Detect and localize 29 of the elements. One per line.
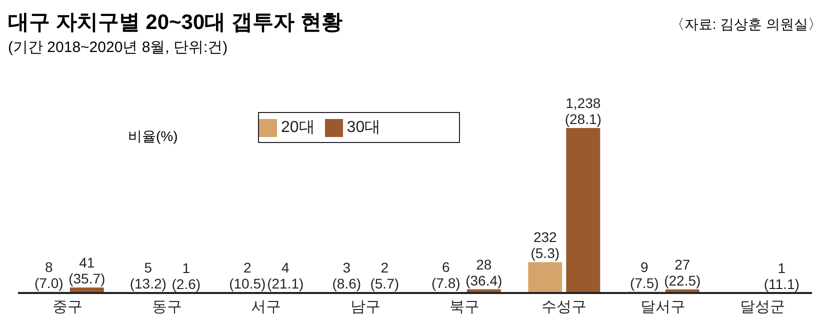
data-label: 2 (5.7): [370, 260, 400, 292]
data-label: 4 (21.1): [267, 259, 304, 292]
data-label: 8 (7.0): [34, 258, 64, 291]
x-tick-label: 달서구: [640, 298, 686, 316]
annotation: 비율(%): [128, 128, 178, 146]
data-label: 28 (36.4): [466, 256, 502, 288]
x-tick-label: 수성구: [541, 298, 586, 316]
x-tick-label: 남구: [350, 298, 380, 316]
data-label: 1 (11.1): [764, 260, 800, 292]
data-label: 5 (13.2): [130, 259, 166, 292]
data-label: 2 (10.5): [229, 260, 266, 292]
x-tick-label: 북구: [450, 298, 480, 316]
data-label: 1,238 (28.1): [564, 95, 602, 127]
legend-label: 30대: [346, 119, 381, 136]
legend-label: 20대: [281, 119, 315, 136]
data-label: 232 (5.3): [530, 229, 560, 262]
chart-subtitle: (기간 2018~2020년 8월, 단위:건): [8, 38, 229, 57]
x-tick-label: 서구: [251, 298, 282, 316]
data-label: 1 (2.6): [172, 260, 201, 292]
data-label: 6 (7.8): [431, 259, 460, 292]
data-label: 41 (35.7): [68, 254, 106, 287]
chart-title: 대구 자치구별 20~30대 갭투자 현황: [8, 10, 342, 36]
data-label: 3 (8.6): [332, 260, 362, 292]
data-label: 9 (7.5): [630, 258, 659, 291]
x-tick-label: 달성군: [740, 298, 785, 316]
data-label: 27 (22.5): [664, 256, 701, 288]
x-tick-label: 중구: [52, 298, 83, 316]
x-tick-label: 동구: [152, 298, 182, 316]
text: 〈자료: 김상훈 의원실〉: [670, 16, 822, 34]
